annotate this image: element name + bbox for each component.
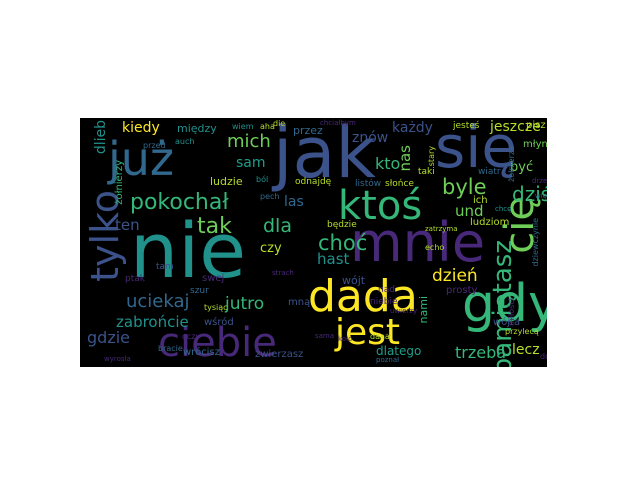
word: las xyxy=(284,194,304,210)
word: mich xyxy=(227,131,271,152)
word: żołnierzy xyxy=(114,160,125,205)
word: pisz xyxy=(526,120,546,131)
word: żołnierza xyxy=(507,146,516,182)
word: nie xyxy=(130,206,247,295)
word: choć xyxy=(318,231,368,255)
word: sama xyxy=(315,332,335,340)
word: się xyxy=(435,118,518,181)
word: pokochał xyxy=(130,190,229,215)
word: dlatego xyxy=(376,344,422,358)
word: aha xyxy=(260,122,275,131)
word: przez xyxy=(293,124,323,137)
word: nami xyxy=(417,296,430,324)
word: nad xyxy=(378,285,395,295)
word: ludzie xyxy=(210,175,243,188)
word: każdy xyxy=(392,120,433,136)
word: swej xyxy=(202,273,225,284)
word: prosty xyxy=(446,285,478,296)
word: trzeba xyxy=(455,343,507,362)
word: zatrzyma xyxy=(425,225,458,233)
word: ludziom xyxy=(470,217,510,228)
word: czy xyxy=(260,241,282,256)
word: stary xyxy=(427,146,436,167)
word: gdzie xyxy=(87,328,130,347)
word: die xyxy=(273,119,286,128)
word: jest xyxy=(335,312,401,353)
word: tam xyxy=(156,262,174,272)
word: nas xyxy=(396,145,414,172)
word: taki xyxy=(418,167,435,177)
word: dola xyxy=(540,352,547,361)
word: miłości xyxy=(507,298,516,326)
word: oczy xyxy=(182,332,201,341)
word: jeszcze xyxy=(490,119,541,135)
word: ktoś xyxy=(338,183,423,229)
word: uwierzy xyxy=(390,307,418,315)
word: drzewo xyxy=(532,177,547,185)
word: poznał xyxy=(376,356,400,364)
word: wójt xyxy=(342,274,366,287)
word: niebie xyxy=(370,297,398,307)
word: wiem xyxy=(232,122,254,131)
word: dlieb xyxy=(93,120,109,155)
word: jutro xyxy=(225,294,265,314)
word: pech xyxy=(260,192,280,201)
word: daaa xyxy=(370,332,390,341)
word: młyn xyxy=(523,139,547,150)
word: kiedy xyxy=(122,120,160,136)
word: dla xyxy=(263,215,292,237)
word-cloud: nie jak się już mnie gdy dada jest ciebi… xyxy=(80,118,547,367)
word: być xyxy=(510,160,534,175)
word: odnajdę xyxy=(295,177,332,187)
word: wśród xyxy=(204,317,234,328)
word: szur xyxy=(190,286,209,296)
word: mną xyxy=(288,297,311,308)
word: ich xyxy=(473,195,488,206)
word: bracie xyxy=(158,344,183,353)
word: dada xyxy=(308,271,418,322)
word: auch xyxy=(175,137,195,146)
word: wiatr xyxy=(478,167,501,177)
word: wyrosła xyxy=(104,355,131,363)
word: sam xyxy=(236,155,266,171)
word: gdy xyxy=(462,274,547,334)
word: będzie xyxy=(327,220,357,230)
word: lecz xyxy=(512,342,540,358)
word: przed xyxy=(143,141,166,150)
word: ciebie xyxy=(158,320,277,366)
word: listów xyxy=(355,179,382,189)
word: zwierzasz xyxy=(255,349,304,360)
word: ból xyxy=(256,175,269,184)
word: dziś xyxy=(512,182,547,206)
word: hast xyxy=(317,250,350,268)
word: und xyxy=(455,202,484,220)
word: dziewczynie xyxy=(531,218,540,267)
word: mnie xyxy=(350,211,486,274)
word: jak xyxy=(273,118,376,194)
word: dzień xyxy=(432,266,478,286)
word: kto xyxy=(375,154,401,173)
word: już xyxy=(108,132,175,186)
word: wrócisz xyxy=(183,347,220,358)
word: zabrońcie xyxy=(116,313,189,331)
word: chciałbym xyxy=(320,119,356,127)
word: byle xyxy=(442,175,487,199)
word: tak xyxy=(197,214,232,239)
word: słońce xyxy=(385,179,414,189)
word: wójta xyxy=(493,317,521,328)
word: przylecą xyxy=(505,327,539,336)
word: tysiąc xyxy=(204,303,228,312)
word: echo xyxy=(425,243,445,252)
word: strach xyxy=(272,269,294,277)
word: między xyxy=(177,122,217,135)
word: uciekaj xyxy=(126,291,190,312)
word: koło xyxy=(338,335,353,343)
word: ptak xyxy=(125,274,145,284)
word: więcej xyxy=(535,192,547,200)
word: ten xyxy=(115,216,140,234)
word: znów xyxy=(352,130,389,146)
word: chcę xyxy=(495,205,512,213)
word: jesteś xyxy=(453,121,480,131)
